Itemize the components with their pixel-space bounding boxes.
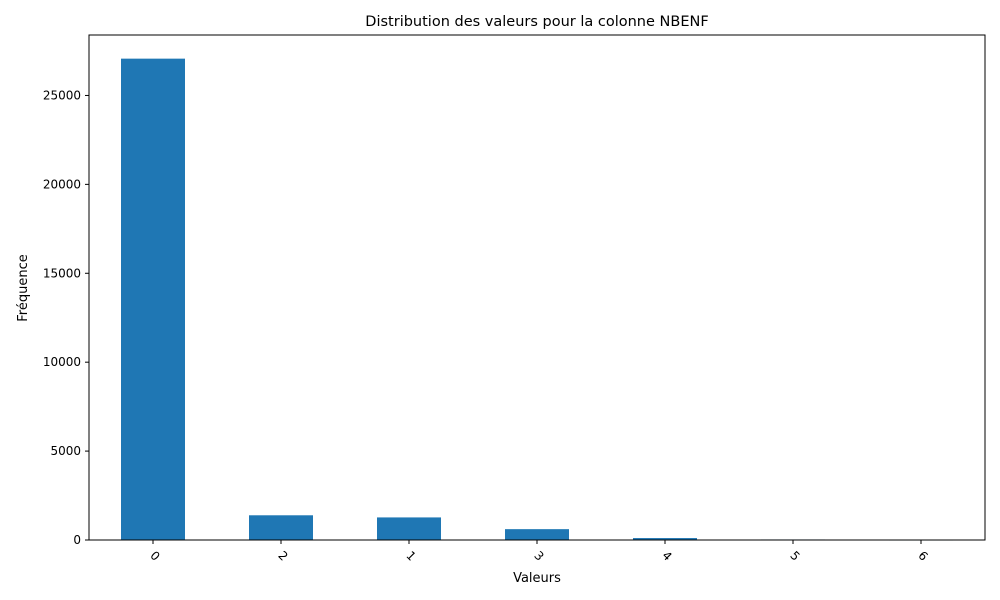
bar-3: [505, 529, 569, 540]
x-axis: 0 2 1 3 4 5 6: [147, 540, 931, 564]
y-tick-label: 25000: [43, 88, 81, 102]
chart-title: Distribution des valeurs pour la colonne…: [365, 14, 708, 30]
x-tick-label: 6: [915, 548, 930, 563]
y-tick-label: 15000: [43, 266, 81, 280]
x-tick-label: 5: [787, 548, 802, 563]
y-tick-label: 20000: [43, 177, 81, 191]
bar-1: [377, 517, 441, 540]
plot-frame: [88, 34, 986, 541]
y-axis: 0 5000 10000 15000 20000 25000: [43, 88, 89, 547]
bar-2: [249, 515, 313, 540]
y-tick-label: 0: [73, 533, 81, 547]
y-axis-label: Fréquence: [16, 254, 31, 321]
x-tick-label: 0: [147, 548, 162, 563]
y-tick-label: 5000: [50, 444, 81, 458]
bar-0: [121, 58, 185, 540]
y-tick-label: 10000: [43, 355, 81, 369]
x-tick-label: 4: [659, 548, 674, 563]
x-axis-label: Valeurs: [513, 571, 561, 586]
x-tick-label: 1: [403, 548, 418, 563]
x-tick-label: 3: [531, 548, 546, 563]
x-tick-label: 2: [275, 548, 290, 563]
bars-group: [121, 58, 953, 541]
bar-4: [633, 538, 697, 540]
